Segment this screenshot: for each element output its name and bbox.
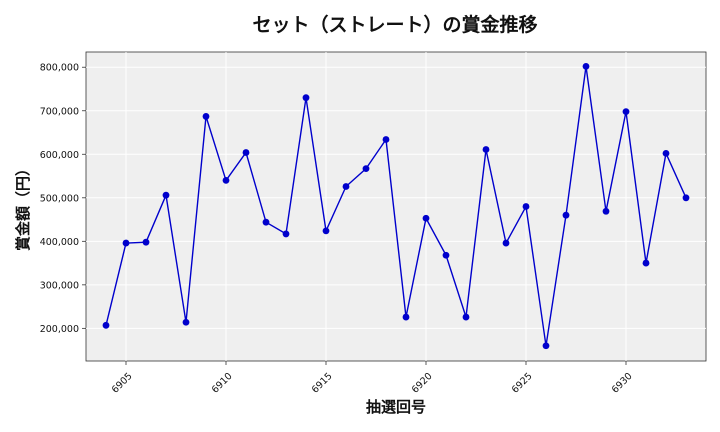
data-point: [342, 183, 350, 190]
data-point: [422, 214, 430, 222]
data-point: [642, 259, 650, 267]
y-tick-label: 600,000: [40, 150, 79, 161]
data-point: [582, 62, 590, 70]
y-tick-label: 700,000: [40, 106, 79, 117]
data-point: [222, 176, 230, 184]
data-point: [442, 251, 450, 259]
data-point: [402, 313, 410, 321]
chart-title: セット（ストレート）の賞金推移: [252, 13, 537, 36]
y-axis-label: 賞金額（円）: [14, 161, 32, 251]
data-point: [682, 194, 690, 202]
y-tick-label: 200,000: [40, 324, 79, 335]
data-point: [262, 218, 270, 226]
data-point: [622, 108, 630, 116]
x-axis-label: 抽選回号: [366, 398, 426, 416]
data-point: [382, 136, 390, 143]
x-tick-label: 6920: [410, 371, 435, 396]
data-point: [182, 318, 190, 326]
plot-area: [85, 51, 707, 362]
data-point: [462, 313, 470, 321]
y-tick-label: 300,000: [40, 280, 79, 291]
series-layer: [102, 62, 690, 350]
data-point: [122, 239, 130, 247]
data-point: [202, 113, 210, 120]
data-point: [542, 342, 550, 350]
y-tick-label: 800,000: [40, 63, 79, 74]
data-point: [522, 203, 530, 210]
data-point: [362, 165, 370, 173]
x-tick-label: 6905: [110, 371, 135, 396]
data-point: [102, 321, 110, 329]
y-tick-label: 500,000: [40, 193, 79, 204]
x-tick-label: 6915: [310, 371, 335, 396]
x-tick-label: 6910: [210, 371, 235, 396]
data-point: [602, 207, 610, 215]
series-line: [105, 66, 687, 346]
data-point: [302, 94, 310, 102]
data-point: [242, 149, 250, 156]
data-point: [142, 238, 150, 246]
y-tick-label: 400,000: [40, 237, 79, 248]
data-point: [502, 239, 510, 247]
data-point: [662, 150, 670, 157]
data-point: [562, 211, 570, 219]
data-point: [322, 227, 330, 235]
data-point: [282, 230, 290, 238]
x-tick-label: 6930: [610, 371, 635, 396]
x-tick-label: 6925: [510, 371, 535, 396]
data-point: [482, 146, 490, 153]
data-point: [162, 191, 170, 199]
